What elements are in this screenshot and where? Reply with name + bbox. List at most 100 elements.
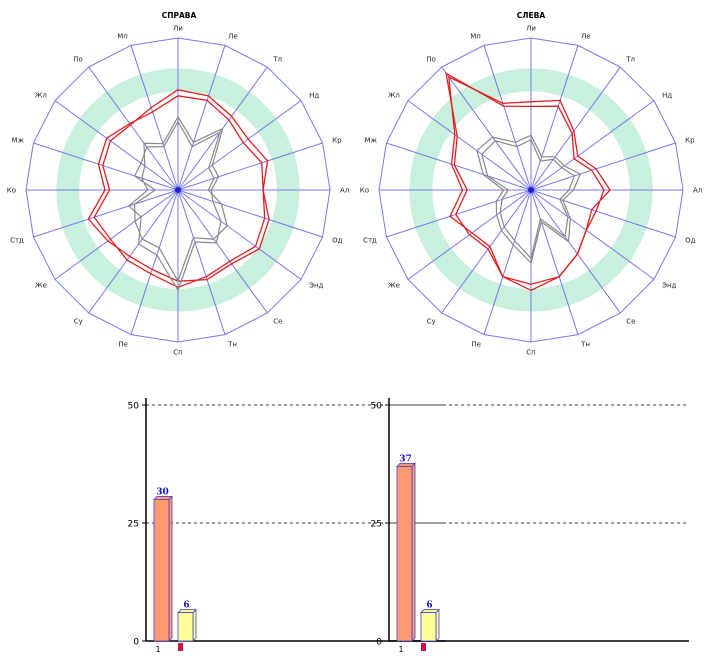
axis-label: Мж (365, 136, 378, 144)
axis-label: Нд (309, 91, 319, 99)
axis-label: Се (626, 318, 635, 326)
radar-chart-right: СПРАВА Ли Ле Тл Нд Кр Ал Од Энд Се Тн Сп Пе Су Же Стд К… (7, 11, 350, 357)
radar-spoke (88, 66, 179, 191)
radar-series-1 (93, 89, 269, 289)
radar-title: СПРАВА (162, 11, 197, 20)
axis-label: Ал (693, 187, 702, 195)
axis-label: Кр (685, 136, 695, 144)
radar-spoke (130, 45, 179, 191)
axis-label: Су (74, 318, 83, 326)
radar-title: СЛЕВА (517, 11, 546, 20)
bar-side (435, 608, 440, 642)
axis-label: Се (273, 318, 282, 326)
radar-spoke (530, 189, 621, 314)
radar-spoke (88, 189, 179, 314)
bar (153, 498, 170, 642)
radar-spoke (441, 189, 532, 314)
radar-chart-left: СЛЕВА Ли Ле Тл Нд Кр Ал Од Энд Се Тн Сп Пе Су Же Стд Ко… (360, 11, 703, 357)
axis-label: Су (427, 318, 436, 326)
radar-spoke (407, 100, 532, 191)
x-tick-label: 1 (398, 645, 403, 654)
radar-series-3 (476, 134, 581, 265)
radar-series-1 (448, 75, 611, 292)
axis-label: Жл (388, 91, 400, 99)
axis-label: Стд (10, 237, 24, 245)
legend-marker (178, 643, 183, 651)
bar-value-label: 6 (426, 601, 432, 611)
radar-spoke (530, 100, 655, 191)
axis-label: Энд (662, 282, 676, 290)
radar-spoke (530, 142, 676, 191)
axis-label: Ле (228, 32, 238, 40)
radar-spoke (54, 189, 179, 280)
axis-label: Же (388, 282, 400, 290)
radar-series-2 (133, 120, 228, 283)
axis-label: Ко (7, 187, 16, 195)
axis-label: Од (685, 237, 696, 245)
y-tick-label: 0 (376, 638, 382, 648)
axis-label: Кр (332, 136, 342, 144)
radar-spoke (483, 189, 532, 335)
y-tick-label: 50 (128, 402, 140, 412)
bar-side (411, 462, 416, 642)
axis-label: Стд (363, 237, 377, 245)
radar-spoke (130, 189, 179, 335)
radar-spoke (177, 100, 302, 191)
radar-spoke (177, 189, 323, 238)
radar-series-3 (127, 115, 224, 292)
axis-label: Од (332, 237, 343, 245)
radar-spoke (386, 189, 532, 238)
radar-series-0 (445, 71, 605, 285)
axis-label: Ли (526, 25, 536, 33)
radar-spoke (177, 45, 226, 191)
bar-side (192, 608, 197, 642)
axis-label: Тн (580, 341, 590, 349)
bar (420, 612, 437, 642)
radar-center (175, 187, 181, 193)
axis-label: Сп (173, 349, 182, 357)
radar-spoke (177, 189, 302, 280)
radar-spoke (530, 45, 579, 191)
axis-label: Ли (173, 25, 183, 33)
radar-spoke (33, 189, 179, 238)
bar (177, 612, 194, 642)
bar-chart-left: 0 25 50 37 6 1 (371, 398, 689, 654)
legend-marker (421, 643, 426, 651)
axis-label: Тл (272, 55, 282, 63)
axis-label: Ко (360, 187, 369, 195)
axis-label: Же (35, 282, 47, 290)
radar-spoke (530, 66, 621, 191)
y-tick-label: 0 (133, 638, 139, 648)
radar-spoke (441, 66, 532, 191)
axis-label: Мп (117, 32, 128, 40)
axis-label: Нд (662, 91, 672, 99)
radar-spoke (177, 189, 226, 335)
radar-spoke (530, 189, 655, 280)
bar-value-label: 6 (183, 601, 189, 611)
bar-value-label: 30 (156, 487, 169, 497)
x-tick-label: 1 (155, 645, 160, 654)
bar (396, 465, 413, 642)
radar-series-2 (481, 138, 576, 260)
axis-label: Тл (625, 55, 635, 63)
axis-label: Мп (470, 32, 481, 40)
axis-label: Жл (35, 91, 47, 99)
axis-label: Ал (340, 187, 349, 195)
radar-spoke (177, 142, 323, 191)
radar-spoke (386, 142, 532, 191)
radar-spoke (177, 189, 268, 314)
radar-spoke (530, 189, 579, 335)
axis-label: По (426, 55, 436, 63)
y-tick-label: 25 (128, 520, 139, 530)
bar-side (168, 495, 173, 642)
radar-spoke (54, 100, 179, 191)
axis-label: Сп (526, 349, 535, 357)
axis-label: Ле (581, 32, 591, 40)
y-tick-label: 50 (371, 402, 383, 412)
bar-value-label: 37 (399, 454, 412, 464)
axis-label: Мж (12, 136, 25, 144)
radar-spoke (33, 142, 179, 191)
y-tick-label: 25 (371, 520, 382, 530)
radar-spoke (530, 189, 676, 238)
